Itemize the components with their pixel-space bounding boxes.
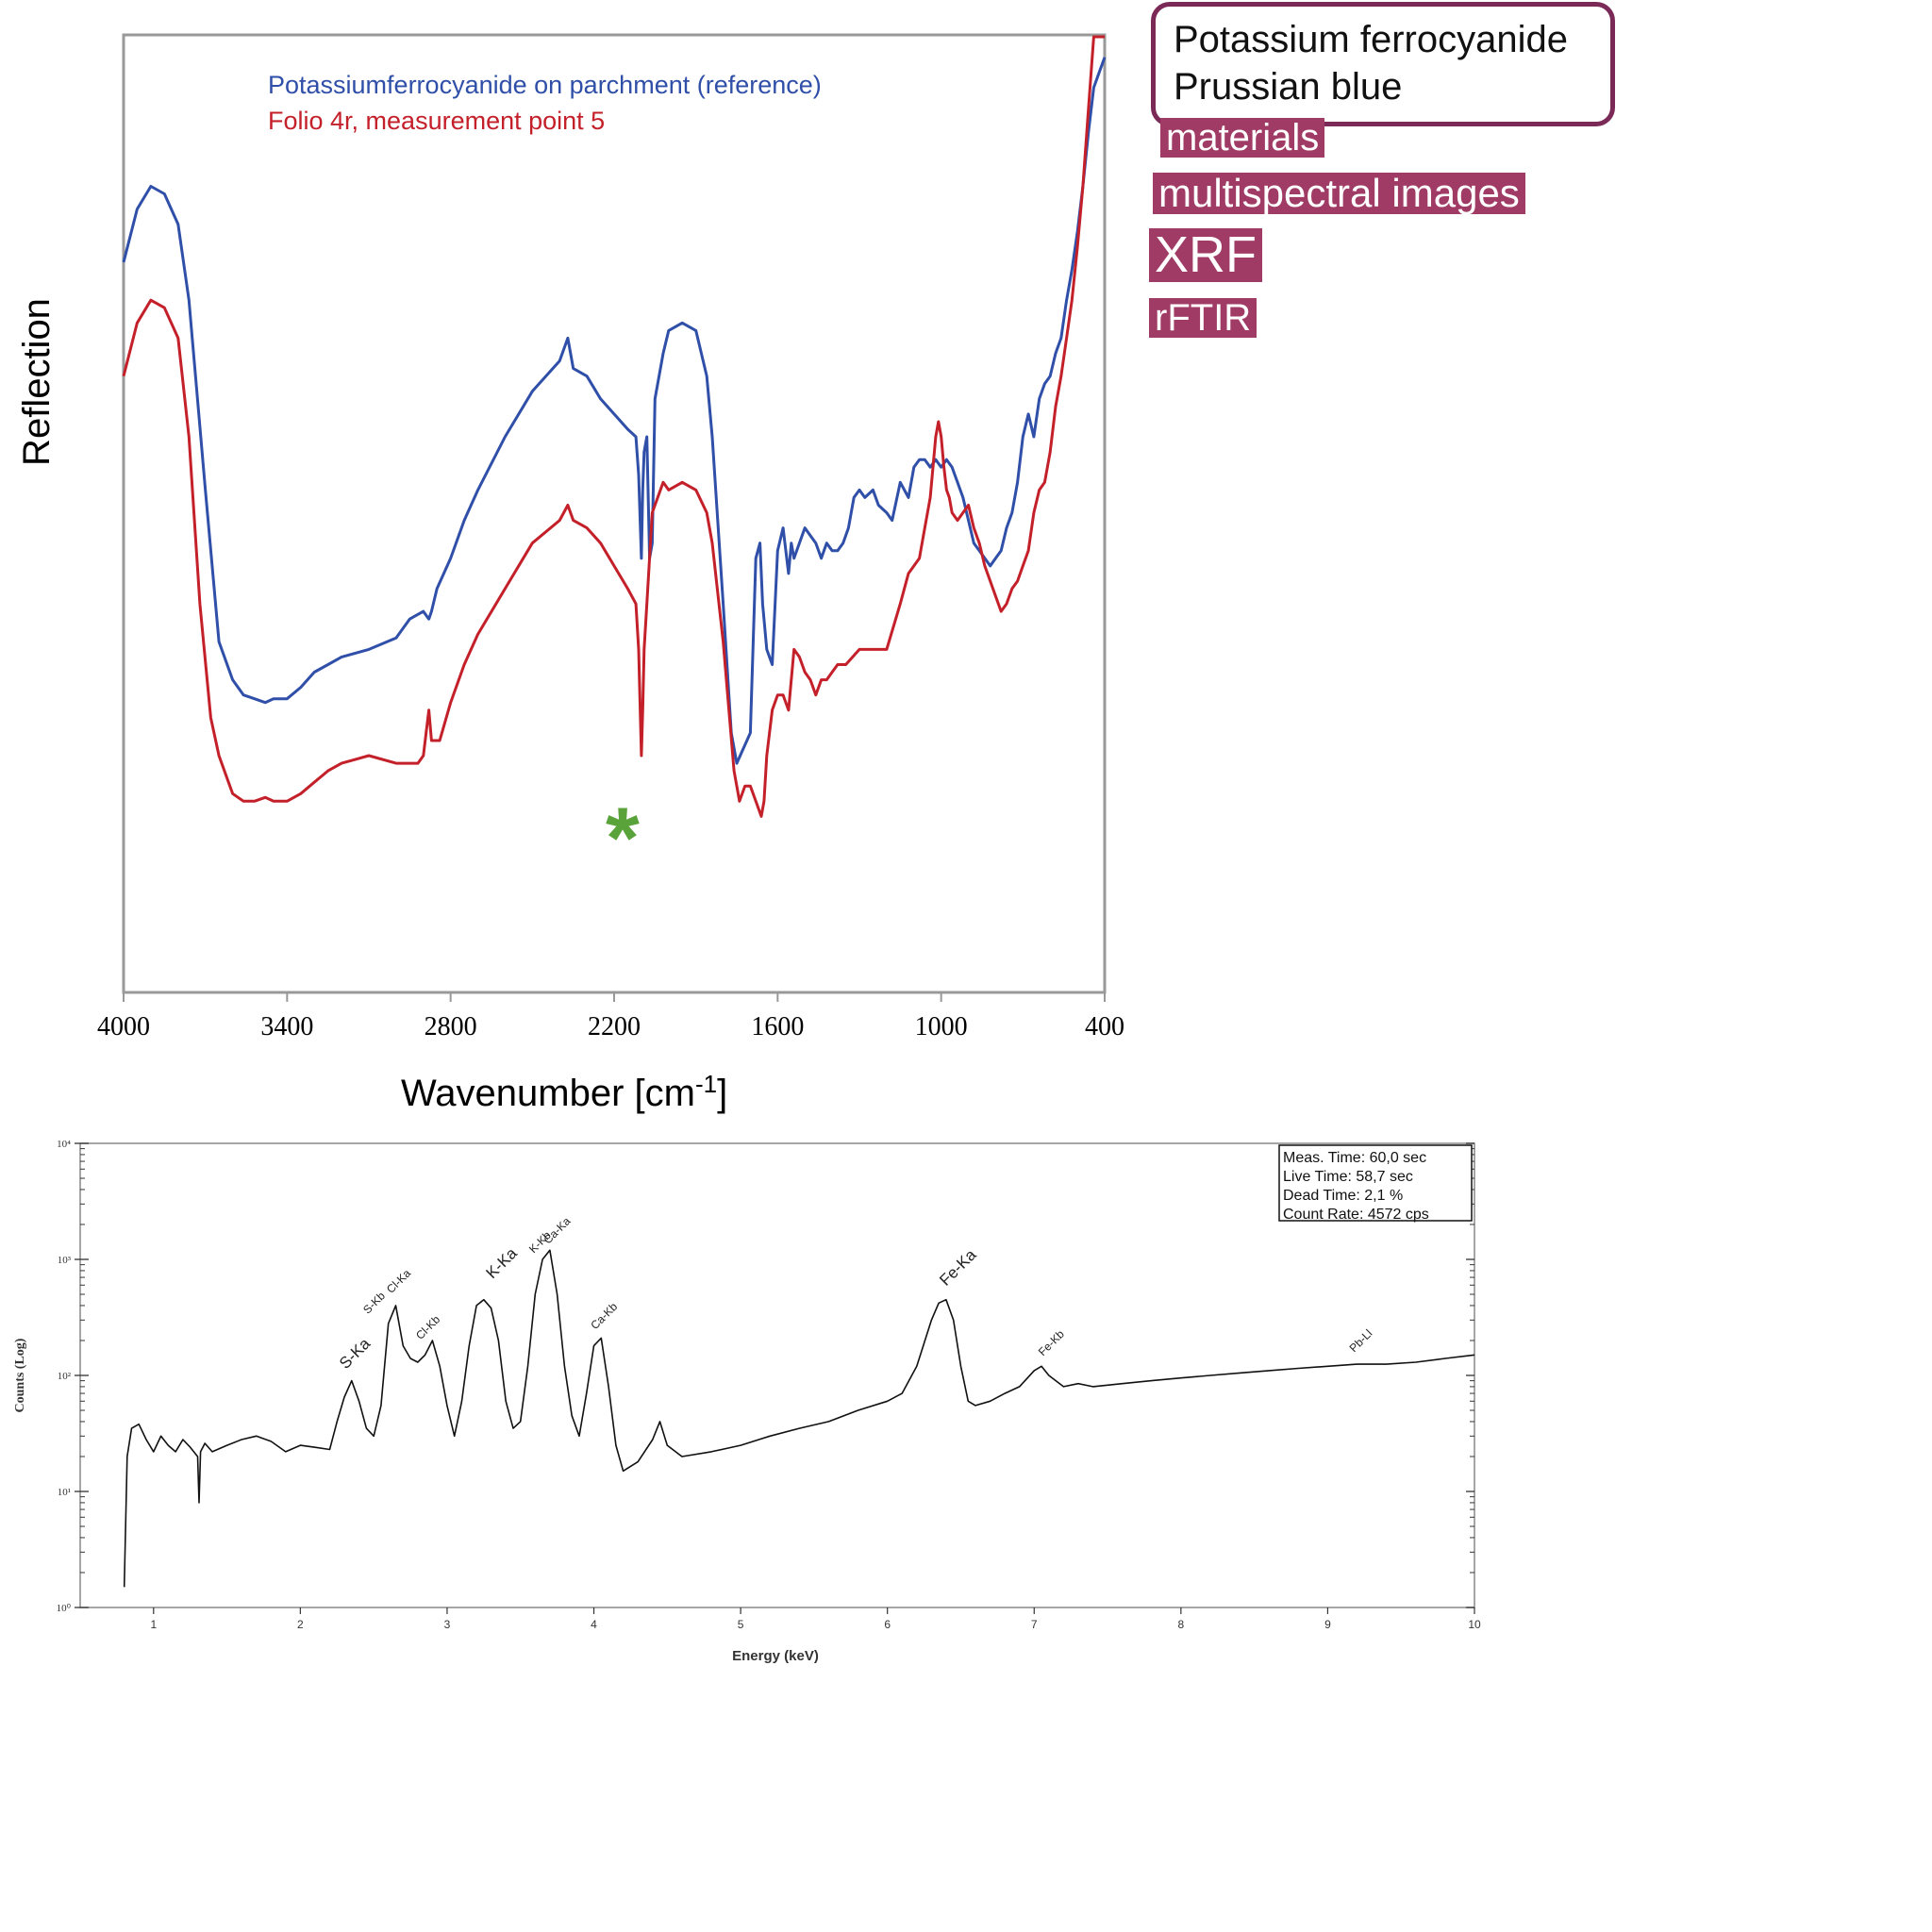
- ftir-x-tick-label: 3400: [260, 1012, 313, 1041]
- xrf-x-tick-label: 5: [738, 1618, 744, 1631]
- xrf-spectrum-line: [123, 1249, 1475, 1588]
- ftir-xlabel-main: Wavenumber [cm: [401, 1073, 695, 1114]
- ftir-asterisk-marker: *: [606, 791, 640, 887]
- xrf-y-tick-label: 10¹: [58, 1487, 71, 1498]
- xrf-x-axis-label: Energy (keV): [732, 1648, 819, 1664]
- xrf-info-line: Count Rate: 4572 cps: [1283, 1207, 1429, 1223]
- ftir-plot-frame: [122, 33, 1107, 994]
- callout-line-1: Potassium ferrocyanide: [1174, 19, 1568, 60]
- xrf-series-group: [123, 1249, 1475, 1588]
- xrf-x-tick-label: 2: [297, 1618, 304, 1631]
- callout-box: [1151, 2, 1615, 126]
- ftir-chart: 4000 3400 2800 2200 1600 1000 400 Potassiumfer…: [16, 33, 1124, 1114]
- ftir-xlabel-exponent: -1: [695, 1070, 717, 1098]
- xrf-info-box: [1278, 1144, 1473, 1222]
- ftir-series-group: [122, 35, 1107, 818]
- ftir-x-tick-label: 4000: [97, 1012, 150, 1041]
- xrf-y-tick-label: 10²: [58, 1371, 72, 1382]
- ftir-xlabel-close: ]: [717, 1073, 727, 1114]
- ftir-x-tick-label: 2800: [425, 1012, 477, 1041]
- tag-rftir[interactable]: rFTIR: [1149, 298, 1257, 338]
- callout-line-2: Prussian blue: [1174, 66, 1403, 108]
- xrf-info-line: Meas. Time: 60,0 sec: [1283, 1150, 1426, 1166]
- ftir-x-tick-label: 400: [1085, 1012, 1124, 1041]
- xrf-info-lines: Meas. Time: 60,0 sec Live Time: 58,7 sec D…: [1283, 1150, 1429, 1223]
- xrf-y-tick-label: 10⁰: [57, 1603, 72, 1614]
- ftir-legend-folio: Folio 4r, measurement point 5: [268, 107, 605, 135]
- ftir-x-tick-label: 1000: [915, 1012, 968, 1041]
- ftir-y-axis-label: Reflection: [16, 298, 58, 466]
- xrf-y-tick-label: 10³: [58, 1255, 72, 1266]
- xrf-x-tick-label: 1: [150, 1618, 157, 1631]
- xrf-x-tick-label: 7: [1031, 1618, 1038, 1631]
- ftir-x-tick-label: 2200: [588, 1012, 641, 1041]
- ftir-x-tick-label: 1600: [751, 1012, 804, 1041]
- ftir-x-axis-label: Wavenumber [cm-1]: [401, 1070, 727, 1114]
- xrf-x-tick-label: 6: [884, 1618, 891, 1631]
- ftir-series-line-0: [122, 57, 1107, 765]
- xrf-y-axis-label: Counts (Log): [13, 1338, 27, 1412]
- ftir-x-ticks: 4000 3400 2800 2200 1600 1000 400: [97, 992, 1124, 1041]
- xrf-x-tick-label: 4: [591, 1618, 597, 1631]
- xrf-plot-frame: [79, 1142, 1475, 1608]
- xrf-x-tick-label: 8: [1177, 1618, 1184, 1631]
- xrf-x-tick-label: 10: [1468, 1618, 1481, 1631]
- ftir-series-line-1: [122, 35, 1105, 818]
- xrf-x-tick-label: 9: [1324, 1618, 1331, 1631]
- xrf-info-line: Live Time: 58,7 sec: [1283, 1169, 1413, 1185]
- tag-multispectral-images[interactable]: multispectral images: [1153, 172, 1525, 215]
- tag-materials[interactable]: materials: [1160, 118, 1325, 158]
- ftir-legend-reference: Potassiumferrocyanide on parchment (refe…: [268, 71, 822, 99]
- xrf-axis-ticks: 1 2 3 4 5 6 7 8 9 10 10⁰ 10¹ 10² 10³ 10⁴: [57, 1139, 1481, 1631]
- xrf-x-tick-label: 3: [444, 1618, 451, 1631]
- xrf-y-tick-label: 10⁴: [57, 1139, 71, 1150]
- tag-xrf[interactable]: XRF: [1149, 228, 1262, 282]
- xrf-info-line: Dead Time: 2,1 %: [1283, 1188, 1403, 1204]
